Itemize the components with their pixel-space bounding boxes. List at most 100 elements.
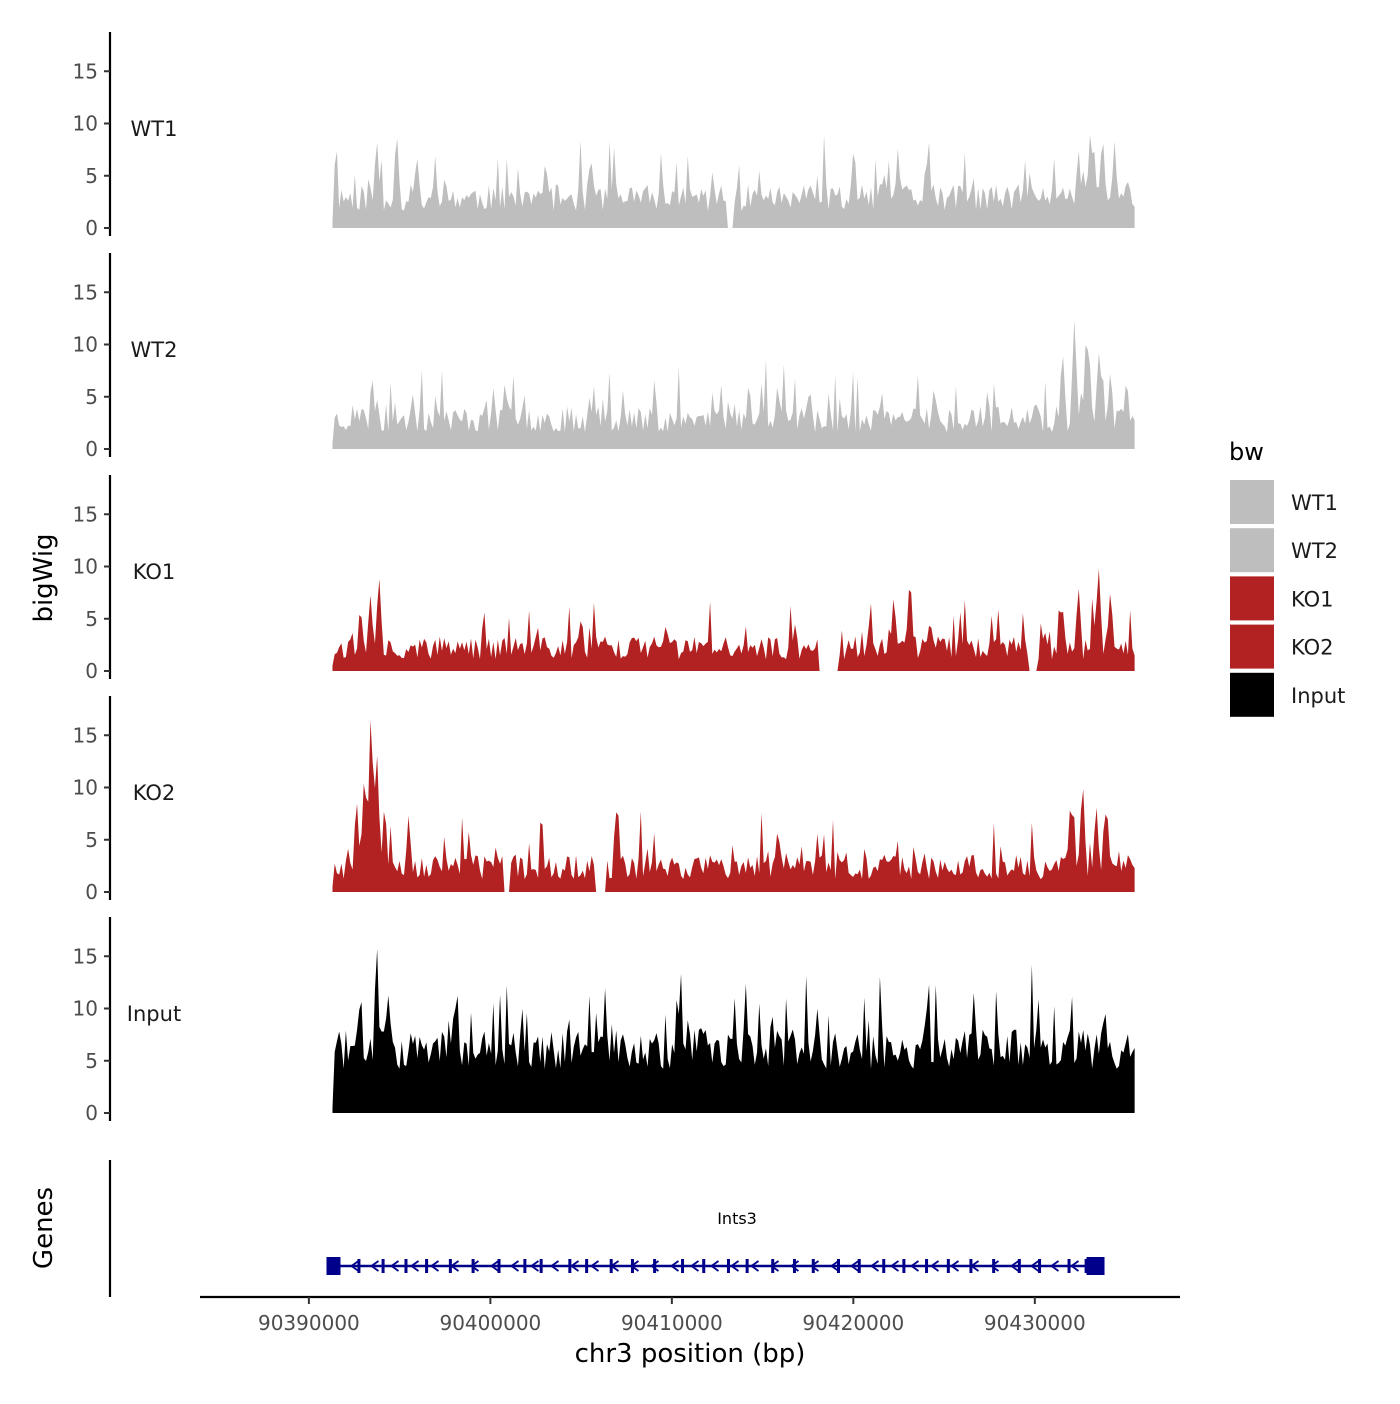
strand-arrow (869, 1260, 880, 1272)
gene-exon (497, 1259, 501, 1273)
strand-arrow (369, 1260, 380, 1272)
strand-arrow (469, 1260, 480, 1272)
y-tick-label: 5 (85, 828, 98, 852)
strand-arrow (709, 1260, 720, 1272)
legend-label-ko2: KO2 (1291, 636, 1334, 660)
y-tick-label: 0 (85, 1101, 98, 1125)
track-panel-wt2: 0 5 10 15 WT2 (73, 253, 1135, 461)
track-panel-ko2: 0 5 10 15 KO2 (73, 696, 1135, 904)
legend-key-wt1 (1230, 480, 1274, 524)
gene-exon (946, 1259, 950, 1273)
strand-arrow (849, 1260, 860, 1272)
track-panel-ko1: 0 5 10 15 KO1 (73, 475, 1135, 683)
genes-track-title: Genes (29, 1187, 59, 1269)
gene-exon (1067, 1259, 1071, 1273)
gene-label: Ints3 (717, 1209, 757, 1228)
gene-exon (539, 1259, 543, 1273)
strand-arrow (429, 1260, 440, 1272)
strand-arrow (509, 1260, 520, 1272)
track-label-ko2: KO2 (133, 781, 176, 805)
strand-arrow (769, 1260, 780, 1272)
strand-arrow (669, 1260, 680, 1272)
legend-key-ko1 (1230, 576, 1274, 621)
strand-arrow (629, 1260, 640, 1272)
strand-arrow (409, 1260, 420, 1272)
gene-exon (925, 1259, 929, 1273)
x-tick-label: 90390000 (258, 1311, 360, 1335)
gene-exon (857, 1259, 861, 1273)
track-panel-wt1: 0 5 10 15 WT1 (73, 32, 1135, 240)
y-tick-label: 15 (73, 502, 98, 526)
signal-area-input (332, 948, 1135, 1113)
gene-exon (836, 1259, 840, 1273)
gene-exon (568, 1259, 572, 1273)
x-axis-title: chr3 position (bp) (575, 1339, 806, 1369)
gene-exon (992, 1259, 996, 1273)
y-tick-label: 0 (85, 216, 98, 240)
legend-label-wt1: WT1 (1291, 491, 1338, 515)
signal-area-ko1 (332, 568, 1135, 671)
gene-exon (585, 1259, 589, 1273)
strand-arrow (729, 1260, 740, 1272)
gene-exon (336, 1259, 340, 1273)
x-tick-label: 90430000 (984, 1311, 1086, 1335)
strand-arrow (889, 1260, 900, 1272)
strand-arrow (1009, 1260, 1020, 1272)
strand-arrow (549, 1260, 560, 1272)
gene-exon (1017, 1259, 1021, 1273)
strand-arrow (689, 1260, 700, 1272)
strand-arrow (569, 1260, 580, 1272)
y-tick-label: 5 (85, 1049, 98, 1073)
y-tick-label: 10 (73, 555, 98, 579)
legend-label-wt2: WT2 (1291, 539, 1338, 563)
track-panels: 0 5 10 15 WT1 0 5 10 15 WT2 0 5 10 15 KO1 0 5 10 15 KO2 0 5 10… (73, 32, 1135, 1125)
gene-exon (702, 1259, 706, 1273)
strand-arrow (489, 1260, 500, 1272)
y-tick-label: 5 (85, 385, 98, 409)
legend-key-ko2 (1230, 624, 1274, 669)
y-tick-label: 10 (73, 997, 98, 1021)
track-label-input: Input (127, 1002, 181, 1026)
x-tick-label: 90420000 (802, 1311, 904, 1335)
strand-arrow (969, 1260, 980, 1272)
gene-exon (425, 1259, 429, 1273)
y-tick-label: 10 (73, 776, 98, 800)
y-tick-label: 0 (85, 659, 98, 683)
y-tick-label: 15 (73, 723, 98, 747)
strand-arrow (589, 1260, 600, 1272)
y-tick-label: 15 (73, 944, 98, 968)
strand-arrow (1029, 1260, 1040, 1272)
gene-exon (882, 1259, 886, 1273)
strand-arrow (349, 1260, 360, 1272)
gene-exon (811, 1259, 815, 1273)
strand-arrow (649, 1260, 660, 1272)
strand-arrow (449, 1260, 460, 1272)
x-axis: 90390000 90400000 90410000 90420000 90430000 (200, 1295, 1180, 1335)
gene-exon (1086, 1257, 1105, 1275)
legend-key-input (1230, 672, 1274, 717)
signal-area-ko2 (332, 719, 1135, 892)
strand-arrow (389, 1260, 400, 1272)
signal-area-wt1 (332, 135, 1135, 228)
signal-area-wt2 (332, 319, 1135, 449)
y-tick-label: 5 (85, 607, 98, 631)
y-tick-label: 0 (85, 437, 98, 461)
x-tick-label: 90410000 (621, 1311, 723, 1335)
y-tick-label: 5 (85, 164, 98, 188)
gene-exon (745, 1259, 749, 1273)
track-label-ko1: KO1 (133, 560, 176, 584)
y-tick-label: 0 (85, 880, 98, 904)
strand-arrow (749, 1260, 760, 1272)
gene-exon (1038, 1259, 1042, 1273)
gene-exon (1084, 1259, 1088, 1273)
y-tick-label: 10 (73, 333, 98, 357)
strand-arrow (1069, 1260, 1080, 1272)
gene-track: Ints3 (108, 1160, 1105, 1297)
strand-arrow (829, 1260, 840, 1272)
legend-title: bw (1229, 438, 1264, 466)
gene-exon (357, 1259, 361, 1273)
gene-exon (726, 1259, 730, 1273)
gene-exon (523, 1259, 527, 1273)
strand-arrow (609, 1260, 620, 1272)
